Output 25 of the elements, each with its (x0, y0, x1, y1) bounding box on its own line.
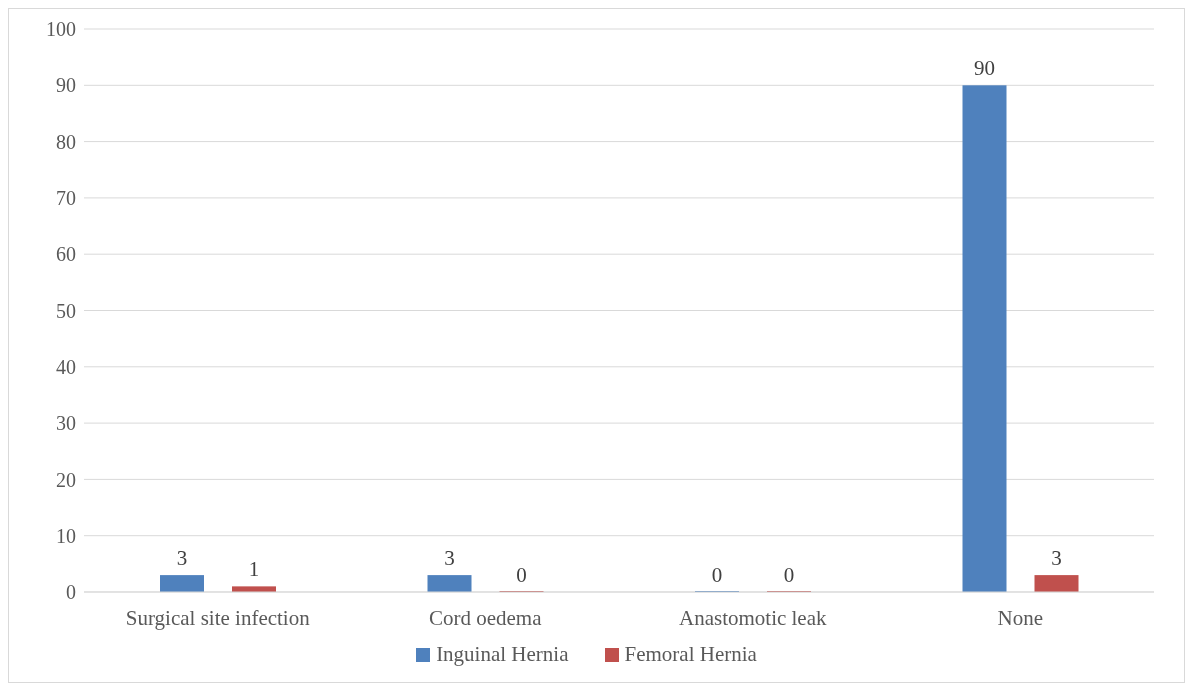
y-tick-label: 0 (66, 581, 76, 604)
data-label: 3 (176, 546, 188, 571)
y-tick-label: 90 (56, 74, 76, 97)
x-tick-label: None (997, 605, 1043, 630)
y-tick-label: 30 (56, 412, 76, 435)
data-label: 0 (711, 563, 723, 587)
y-tick-label: 80 (56, 130, 76, 153)
data-label: 0 (783, 563, 795, 587)
y-tick-label: 70 (56, 187, 76, 209)
data-label: 1 (248, 557, 260, 582)
y-tick-label: 20 (56, 468, 76, 491)
legend-label: Femoral Hernia (624, 642, 757, 667)
x-tick-label: Surgical site infection (125, 605, 311, 630)
y-tick-label: 50 (56, 299, 76, 322)
data-label: 90 (974, 56, 995, 81)
data-label: 3 (1051, 546, 1062, 571)
data-label: 3 (444, 546, 455, 571)
y-tick-label: 100 (46, 18, 76, 41)
y-tick-label: 60 (56, 243, 76, 266)
x-tick-label: Anastomotic leak (678, 605, 828, 630)
y-tick-label: 10 (56, 524, 76, 547)
legend-label: Inguinal Hernia (436, 642, 569, 667)
x-tick-label: Cord oedema (428, 605, 543, 630)
data-label: 0 (516, 563, 527, 587)
y-tick-label: 40 (56, 355, 76, 378)
